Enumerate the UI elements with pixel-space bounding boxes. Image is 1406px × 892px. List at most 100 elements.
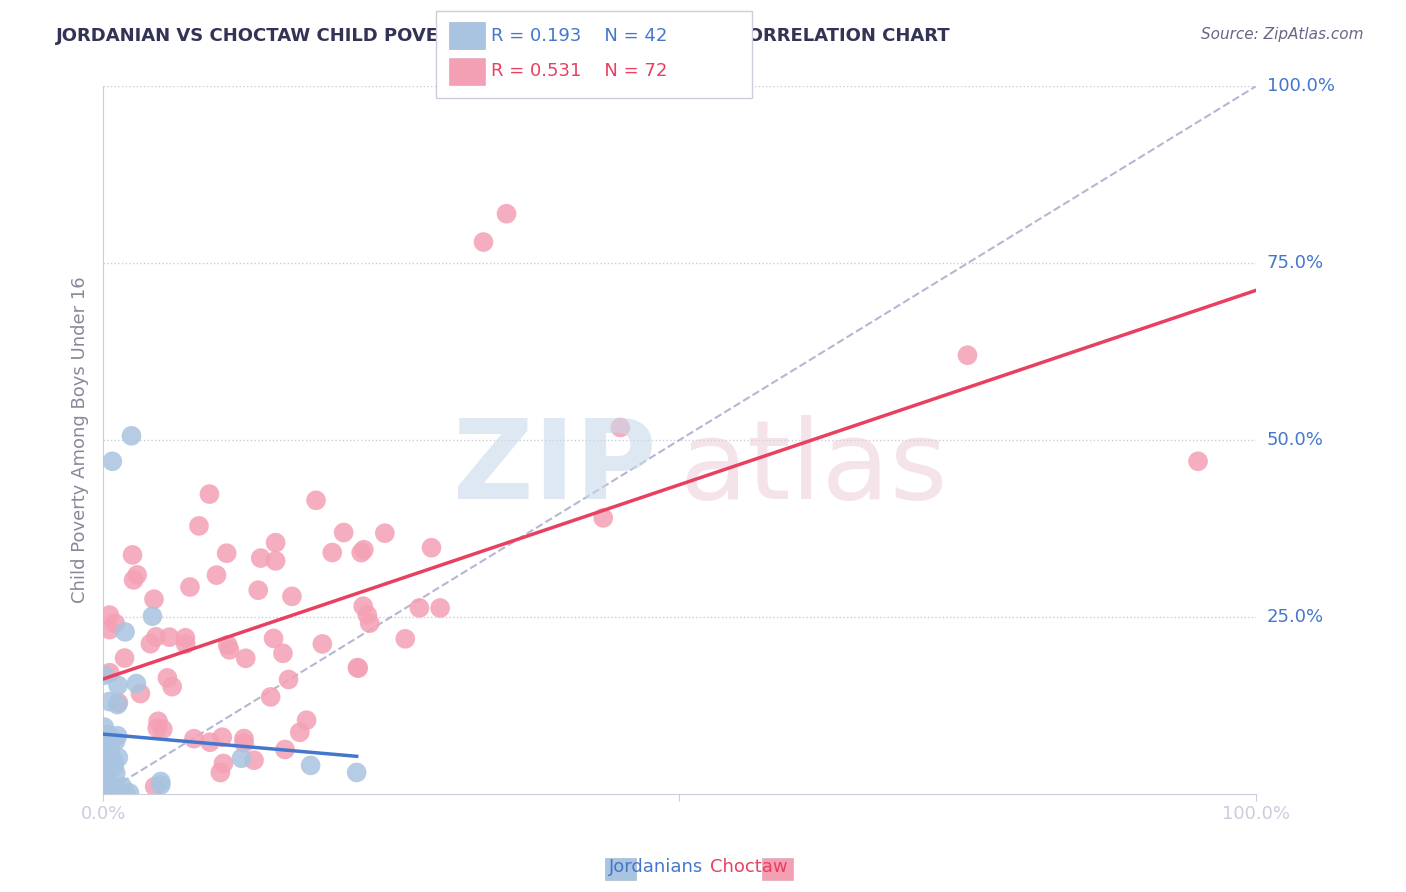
Point [420,541,443,555]
Text: Source: ZipAtlas.com: Source: ZipAtlas.com [1201,27,1364,42]
Point [198,487,221,501]
Point [100,752,122,766]
Text: ZIP: ZIP [453,415,657,522]
Point [143,780,166,794]
Point [127,567,149,582]
Point [93,736,115,750]
Point [98,623,121,637]
Point [956,348,979,362]
Point [374,526,396,541]
Point [93,780,115,794]
Point [592,511,614,525]
Text: R = 0.531    N = 72: R = 0.531 N = 72 [491,62,666,80]
Text: 100.0%: 100.0% [1267,78,1334,95]
Point [264,554,287,568]
Point [129,687,152,701]
Text: Choctaw: Choctaw [710,858,787,876]
Point [93,668,115,682]
Point [281,590,304,604]
Point [98,742,121,756]
Point [160,680,183,694]
Point [141,609,163,624]
Point [263,632,285,646]
Point [118,786,141,800]
Point [145,630,167,644]
Point [233,731,256,746]
Y-axis label: Child Poverty Among Boys Under 16: Child Poverty Among Boys Under 16 [72,277,89,603]
Point [264,535,287,549]
Point [121,548,143,562]
Point [609,420,631,434]
Point [212,756,235,771]
Point [93,720,115,734]
Point [305,493,328,508]
Point [115,787,138,801]
Point [233,736,256,750]
Point [235,651,257,665]
Point [114,624,136,639]
Point [211,730,233,744]
Point [359,616,381,631]
Point [139,637,162,651]
Point [209,765,232,780]
Point [198,735,221,749]
Point [183,731,205,746]
Point [104,616,127,631]
Point [247,583,270,598]
Point [408,601,430,615]
Point [149,778,172,792]
Point [152,722,174,736]
Text: 75.0%: 75.0% [1267,254,1324,272]
Point [94,762,117,776]
Point [346,765,368,780]
Point [93,751,115,765]
Point [98,665,121,680]
Point [93,767,115,781]
Point [114,651,136,665]
Point [101,454,124,468]
Point [288,725,311,739]
Point [174,631,197,645]
Point [350,546,373,560]
Point [104,734,127,748]
Point [321,545,343,559]
Point [274,742,297,756]
Point [98,749,121,764]
Text: atlas: atlas [679,415,948,522]
Point [259,690,281,704]
Point [159,630,181,644]
Point [271,646,294,660]
Point [103,760,125,774]
Point [394,632,416,646]
Point [107,698,129,712]
Point [98,607,121,622]
Point [353,542,375,557]
Point [104,784,127,798]
Point [217,638,239,652]
Point [98,747,121,762]
Point [107,678,129,692]
Point [98,776,121,790]
Text: R = 0.193    N = 42: R = 0.193 N = 42 [491,27,666,45]
Point [107,729,129,743]
Point [218,643,240,657]
Point [311,637,333,651]
Point [156,671,179,685]
Point [299,758,322,772]
Point [295,713,318,727]
Point [188,519,211,533]
Point [231,751,253,765]
Point [347,661,370,675]
Point [103,754,125,768]
Point [111,780,134,794]
Point [277,673,299,687]
Point [1187,454,1209,468]
Point [96,779,118,793]
Point [332,525,354,540]
Point [121,429,143,443]
Point [149,774,172,789]
Point [174,637,197,651]
Point [94,763,117,777]
Point [107,750,129,764]
Point [122,573,145,587]
